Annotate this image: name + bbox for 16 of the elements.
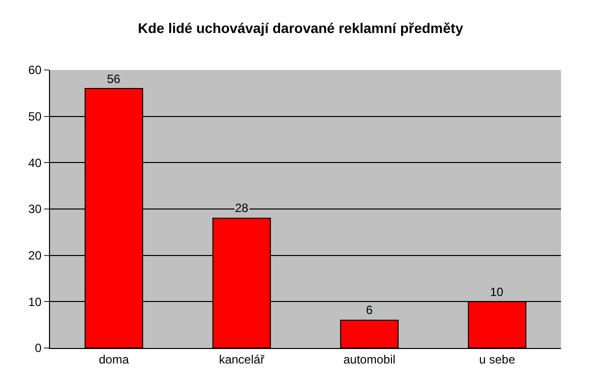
- chart-title: Kde lidé uchovávají darované reklamní předměty: [138, 20, 464, 36]
- y-tick-label: 60: [28, 63, 42, 78]
- data-label: 6: [366, 303, 373, 317]
- y-tick-label: 0: [34, 341, 42, 356]
- x-tick-label: kancelář: [218, 352, 266, 366]
- y-tick-label: 30: [28, 202, 42, 216]
- x-tick-label: u sebe: [479, 352, 516, 366]
- x-tick-label: automobil: [343, 352, 396, 366]
- data-label: 28: [235, 201, 249, 215]
- x-tick-label: doma: [98, 352, 130, 366]
- y-tick-label: 50: [28, 110, 42, 124]
- y-tick-label: 10: [28, 294, 42, 309]
- data-label: 10: [490, 285, 504, 299]
- data-label: 56: [107, 72, 121, 86]
- y-tick-label: 40: [28, 156, 42, 170]
- y-tick-label: 20: [28, 248, 42, 263]
